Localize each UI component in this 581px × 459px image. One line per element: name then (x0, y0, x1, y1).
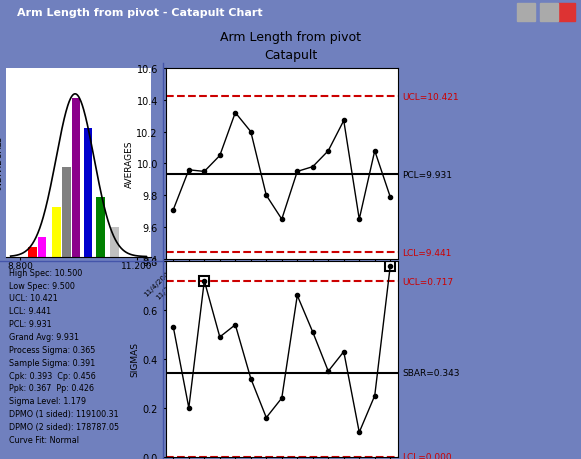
Text: PCL=9.931: PCL=9.931 (402, 171, 452, 179)
Bar (62, 168, 71, 257)
Text: Catapult: Catapult (264, 49, 317, 62)
Bar (52, 207, 61, 257)
Bar (558, 4, 575, 22)
Bar (71, 99, 80, 257)
Bar (38, 237, 46, 257)
Bar (540, 4, 558, 22)
Bar (517, 4, 535, 22)
Y-axis label: INDIVIDUALS: INDIVIDUALS (0, 136, 3, 190)
Y-axis label: AVERAGES: AVERAGES (125, 140, 134, 188)
Text: SBAR=0.343: SBAR=0.343 (402, 369, 460, 378)
Text: LCL=9.441: LCL=9.441 (402, 248, 451, 257)
Y-axis label: SIGMAS: SIGMAS (131, 341, 140, 377)
Bar (110, 227, 119, 257)
Text: UCL=0.717: UCL=0.717 (402, 277, 453, 286)
Text: Arm Length from pivot - Catapult Chart: Arm Length from pivot - Catapult Chart (17, 8, 263, 17)
Bar (96, 198, 105, 257)
Text: UCL=10.421: UCL=10.421 (402, 93, 459, 102)
Text: LCL=0.000: LCL=0.000 (402, 452, 452, 459)
Text: Arm Length from pivot: Arm Length from pivot (220, 30, 361, 44)
Bar (28, 247, 37, 257)
Text: High Spec: 10.500
Low Spec: 9.500
UCL: 10.421
LCL: 9.441
PCL: 9.931
Grand Avg: 9: High Spec: 10.500 Low Spec: 9.500 UCL: 1… (9, 268, 119, 444)
Bar (84, 128, 92, 257)
